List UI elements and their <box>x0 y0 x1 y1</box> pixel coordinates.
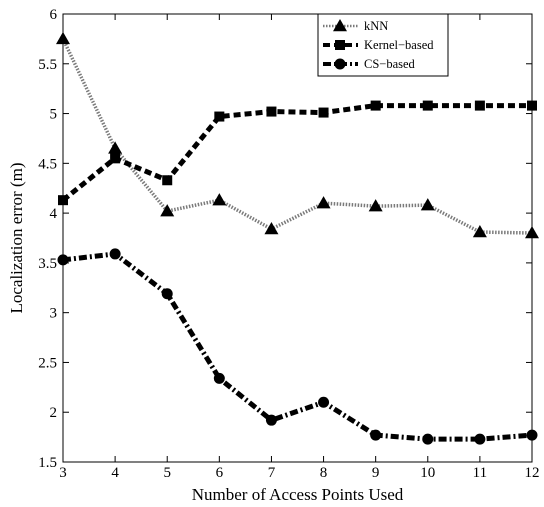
x-tick-label: 4 <box>111 465 119 481</box>
data-point <box>214 111 225 122</box>
data-point <box>213 372 225 384</box>
legend-marker <box>334 58 346 70</box>
data-point <box>422 100 433 111</box>
data-point <box>160 204 175 217</box>
x-tick-label: 9 <box>372 465 380 481</box>
data-point <box>368 199 383 212</box>
axis-ticks: 3 4 5 6 7 8 9 10 11 12 1.5 2 2.5 3 3.5 4 4.5 5 5.5 6 <box>38 7 539 481</box>
data-point <box>422 433 434 445</box>
y-tick-label: 3 <box>50 306 58 322</box>
data-point <box>212 193 227 206</box>
y-tick-label: 6 <box>50 7 58 23</box>
series-2 <box>57 248 538 445</box>
legend-label: CS−based <box>364 57 416 71</box>
series-0 <box>56 31 539 239</box>
data-point <box>108 141 123 154</box>
data-point <box>57 254 69 266</box>
x-tick-label: 3 <box>59 465 67 481</box>
plot-area <box>62 13 533 463</box>
series-line <box>61 38 533 235</box>
data-point <box>266 106 277 117</box>
series-layer <box>56 31 539 445</box>
data-point <box>526 429 538 441</box>
data-point <box>58 195 68 206</box>
series-line <box>61 103 532 203</box>
x-tick-label: 7 <box>268 465 276 481</box>
data-point <box>56 31 70 45</box>
y-tick-label: 1.5 <box>38 455 57 471</box>
legend-marker <box>335 40 345 50</box>
data-point <box>109 248 121 260</box>
data-point <box>161 288 173 300</box>
data-point <box>318 396 330 408</box>
x-tick-label: 6 <box>216 465 224 481</box>
y-tick-label: 5 <box>50 107 58 123</box>
data-point <box>316 196 331 209</box>
legend-marker <box>333 19 347 32</box>
data-point <box>318 107 329 118</box>
data-point <box>527 100 537 111</box>
data-point <box>474 433 486 445</box>
y-tick-label: 2 <box>50 405 58 421</box>
data-point <box>525 226 539 239</box>
y-tick-label: 5.5 <box>38 57 57 73</box>
x-tick-label: 11 <box>473 465 487 481</box>
x-tick-label: 10 <box>420 465 435 481</box>
plot-border <box>62 13 533 463</box>
data-point <box>472 225 487 238</box>
legend-label: Kernel−based <box>364 38 434 52</box>
series-1 <box>58 100 537 206</box>
x-tick-label: 5 <box>163 465 171 481</box>
data-point <box>265 414 277 426</box>
legend-label: kNN <box>364 19 388 33</box>
y-tick-label: 4 <box>50 206 58 222</box>
y-tick-label: 3.5 <box>38 256 57 272</box>
data-point <box>420 198 435 211</box>
y-tick-label: 4.5 <box>38 156 57 172</box>
y-tick-label: 2.5 <box>38 355 57 371</box>
series-line <box>62 251 533 442</box>
data-point <box>370 100 381 111</box>
data-point <box>474 100 485 111</box>
x-axis-label: Number of Access Points Used <box>192 485 404 504</box>
x-tick-label: 8 <box>320 465 328 481</box>
data-point <box>110 153 121 164</box>
x-tick-label: 12 <box>525 465 540 481</box>
y-axis-label: Localization error (m) <box>7 162 26 313</box>
legend: kNN Kernel−based CS−based <box>317 13 449 77</box>
data-point <box>264 222 279 235</box>
data-point <box>162 175 173 186</box>
data-point <box>370 429 382 441</box>
